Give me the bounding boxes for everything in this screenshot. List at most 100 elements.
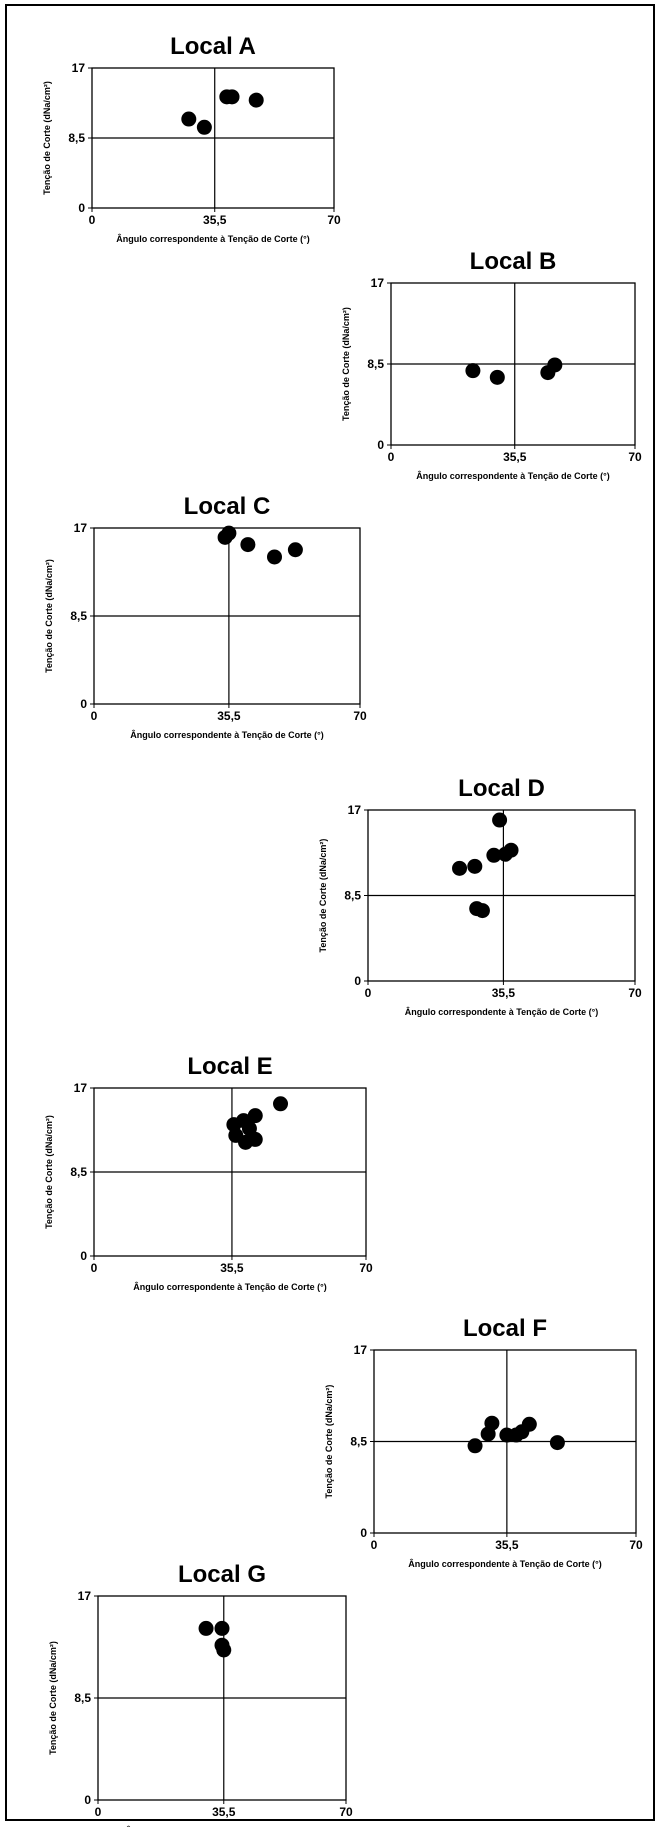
- x-axis-label: Ângulo correspondente à Tenção de Corte …: [116, 233, 309, 244]
- y-tick-label: 0: [360, 1526, 367, 1540]
- chart-local-f: Local F 0 35,5 70 0 8,5 17 Ângulo correspondent…: [324, 1315, 643, 1569]
- y-axis-label: Tenção de Corte (dNa/cm²): [324, 1385, 334, 1499]
- data-point: [247, 1108, 263, 1124]
- y-axis-label: Tenção de Corte (dNa/cm²): [48, 1641, 58, 1755]
- y-tick-label: 8,5: [70, 1165, 87, 1179]
- chart-local-g: Local G 0 35,5 70 0 8,5 17 Ângulo correspondent…: [48, 1561, 353, 1827]
- y-tick-label: 17: [78, 1589, 92, 1603]
- y-tick-label: 0: [80, 1249, 87, 1263]
- x-axis-label: Ângulo correspondente à Tenção de Corte …: [130, 729, 323, 740]
- data-point: [452, 860, 468, 876]
- y-tick-label: 17: [74, 521, 88, 535]
- chart-local-d: Local D 0 35,5 70 0 8,5 17 Ângulo correspondent…: [318, 775, 642, 1017]
- chart-title: Local F: [463, 1315, 547, 1342]
- x-tick-label: 70: [353, 709, 367, 723]
- y-axis-label: Tenção de Corte (dNa/cm²): [44, 1115, 54, 1229]
- y-tick-label: 8,5: [68, 131, 85, 145]
- y-tick-label: 0: [84, 1793, 91, 1807]
- data-point: [492, 812, 508, 828]
- data-point: [240, 537, 256, 553]
- y-axis-label: Tenção de Corte (dNa/cm²): [44, 559, 54, 673]
- data-point: [484, 1415, 500, 1431]
- x-tick-label: 35,5: [212, 1805, 236, 1819]
- y-tick-label: 0: [377, 438, 384, 452]
- data-point: [549, 1435, 565, 1451]
- data-point: [248, 92, 264, 108]
- data-point: [224, 89, 240, 105]
- y-tick-label: 8,5: [70, 609, 87, 623]
- data-point: [521, 1416, 537, 1432]
- data-point: [267, 549, 282, 565]
- y-tick-label: 8,5: [344, 889, 361, 903]
- y-axis-label: Tenção de Corte (dNa/cm²): [318, 839, 328, 953]
- x-axis-label: Ângulo correspondente à Tenção de Corte …: [125, 1825, 318, 1827]
- chart-title: Local B: [470, 248, 557, 275]
- y-tick-label: 0: [80, 697, 87, 711]
- x-tick-label: 70: [339, 1805, 353, 1819]
- x-tick-label: 70: [628, 986, 642, 1000]
- y-tick-label: 17: [72, 61, 86, 75]
- data-point: [214, 1620, 230, 1636]
- data-point: [196, 119, 212, 135]
- x-tick-label: 0: [388, 450, 395, 464]
- y-tick-label: 17: [348, 803, 362, 817]
- x-tick-label: 0: [91, 1261, 98, 1275]
- data-point: [247, 1131, 263, 1147]
- chart-title: Local A: [170, 33, 256, 60]
- x-tick-label: 0: [371, 1538, 378, 1552]
- data-point: [465, 363, 481, 379]
- data-point: [287, 542, 303, 558]
- y-axis-label: Tenção de Corte (dNa/cm²): [42, 81, 52, 195]
- chart-title: Local E: [187, 1053, 272, 1080]
- x-tick-label: 35,5: [203, 213, 227, 227]
- data-point: [221, 525, 237, 541]
- chart-local-c: Local C 0 35,5 70 0 8,5 17 Ângulo correspondent…: [44, 493, 367, 740]
- x-axis-label: Ângulo correspondente à Tenção de Corte …: [416, 470, 609, 481]
- data-point: [467, 1438, 483, 1454]
- x-tick-label: 35,5: [495, 1538, 519, 1552]
- data-point: [198, 1620, 214, 1636]
- chart-local-e: Local E 0 35,5 70 0 8,5 17 Ângulo correspondent…: [44, 1053, 373, 1292]
- y-tick-label: 8,5: [367, 357, 384, 371]
- y-tick-label: 17: [74, 1081, 88, 1095]
- x-tick-label: 70: [359, 1261, 373, 1275]
- x-tick-label: 35,5: [492, 986, 516, 1000]
- chart-local-a: Local A 0 35,5 70 0 8,5 17 Ângulo correspondent…: [42, 33, 341, 244]
- x-tick-label: 0: [89, 213, 96, 227]
- data-point: [181, 111, 197, 127]
- y-tick-label: 8,5: [74, 1691, 91, 1705]
- chart-title: Local D: [458, 775, 545, 802]
- y-tick-label: 0: [354, 974, 361, 988]
- chart-title: Local G: [178, 1561, 266, 1588]
- y-axis-label: Tenção de Corte (dNa/cm²): [341, 307, 351, 421]
- x-axis-label: Ângulo correspondente à Tenção de Corte …: [133, 1281, 326, 1292]
- x-tick-label: 0: [95, 1805, 102, 1819]
- data-point: [467, 858, 483, 874]
- figure-border: [5, 4, 655, 1821]
- x-tick-label: 70: [327, 213, 341, 227]
- chart-local-b: Local B 0 35,5 70 0 8,5 17 Ângulo correspondent…: [341, 248, 642, 481]
- data-point: [547, 357, 563, 373]
- data-point: [474, 903, 490, 919]
- data-point: [503, 842, 519, 858]
- x-tick-label: 35,5: [220, 1261, 244, 1275]
- data-point: [273, 1096, 289, 1112]
- x-tick-label: 0: [91, 709, 98, 723]
- y-tick-label: 17: [354, 1343, 368, 1357]
- x-tick-label: 70: [628, 450, 642, 464]
- y-tick-label: 0: [78, 201, 85, 215]
- x-tick-label: 70: [629, 1538, 643, 1552]
- y-tick-label: 8,5: [350, 1435, 367, 1449]
- y-tick-label: 17: [371, 276, 385, 290]
- chart-title: Local C: [184, 493, 271, 520]
- data-point: [216, 1642, 232, 1658]
- x-tick-label: 35,5: [503, 450, 527, 464]
- x-axis-label: Ângulo correspondente à Tenção de Corte …: [405, 1006, 598, 1017]
- x-axis-label: Ângulo correspondente à Tenção de Corte …: [408, 1558, 601, 1569]
- data-point: [486, 847, 502, 863]
- data-point: [489, 369, 505, 385]
- x-tick-label: 35,5: [217, 709, 241, 723]
- x-tick-label: 0: [365, 986, 372, 1000]
